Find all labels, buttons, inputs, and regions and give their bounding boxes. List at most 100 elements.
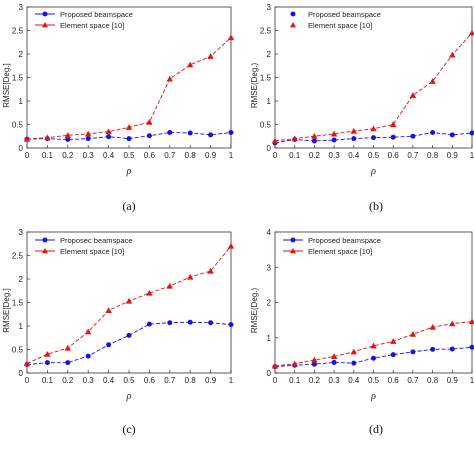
data-point [125, 124, 133, 130]
x-tick-label: 0 [273, 151, 278, 160]
y-tick-label: 3 [19, 3, 24, 12]
y-tick-label: 0 [19, 369, 24, 378]
x-tick-label: 1 [470, 151, 474, 160]
data-point [351, 136, 357, 142]
x-tick-label: 0.3 [329, 151, 341, 160]
data-point [311, 356, 318, 363]
data-point [311, 138, 317, 144]
y-axis-label: RMSE(Deg.) [250, 287, 259, 333]
x-tick-label: 0.1 [42, 376, 54, 385]
data-point [23, 360, 31, 367]
legend-label: Element space [10] [308, 21, 372, 30]
data-point [167, 320, 173, 326]
data-point [166, 282, 173, 289]
y-tick-label: 2.5 [12, 252, 24, 261]
y-axis-label: RMSE[Deg.] [2, 288, 11, 332]
data-point [227, 242, 235, 249]
data-point [449, 132, 455, 138]
y-tick-label: 2 [19, 275, 24, 284]
y-tick-label: 1 [267, 334, 272, 343]
x-tick-label: 0.5 [123, 376, 135, 385]
data-point [469, 130, 474, 136]
data-point [468, 29, 474, 36]
x-tick-label: 0.6 [388, 376, 400, 385]
data-point [44, 351, 51, 357]
legend-label: Proposed beamspace [60, 10, 133, 19]
y-tick-label: 0 [267, 369, 272, 378]
x-tick-label: 0 [25, 151, 30, 160]
x-tick-label: 0.6 [388, 151, 400, 160]
y-tick-label: 0 [19, 144, 24, 153]
series-line [274, 321, 473, 367]
y-tick-label: 2 [19, 50, 24, 59]
x-axis-label: ρ [126, 391, 132, 402]
data-point [85, 353, 91, 359]
data-point [126, 136, 132, 142]
data-point [166, 75, 173, 82]
legend: Proposed beamspace Element space [10] [283, 236, 381, 256]
data-point [208, 320, 214, 326]
data-point [410, 349, 416, 355]
y-tick-label: 2.5 [12, 27, 24, 36]
x-tick-label: 0.5 [368, 151, 380, 160]
legend-marker [290, 22, 296, 28]
x-tick-label: 0.2 [62, 376, 74, 385]
legend-marker [42, 237, 48, 243]
data-point [65, 360, 71, 366]
data-point [167, 129, 173, 135]
chart-panel: 0 0.1 0.2 0.3 0.4 0.5 0.6 0.7 0.8 0.9 1 0 0.5 1 1.5 2 2.… [250, 3, 474, 213]
series-element [271, 29, 474, 144]
legend-marker [290, 248, 296, 254]
y-tick-label: 1.5 [260, 74, 272, 83]
chart-panel: 0 0.1 0.2 0.3 0.4 0.5 0.6 0.7 0.8 0.9 1 0 0.5 1 1.5 2 2.… [2, 228, 235, 436]
data-point [390, 352, 396, 358]
series-line [274, 32, 473, 142]
x-axis-label: ρ [370, 391, 376, 402]
data-point [330, 353, 338, 359]
series-element [23, 34, 235, 142]
y-tick-label: 1 [19, 97, 24, 106]
y-tick-label: 0.5 [12, 346, 24, 355]
x-tick-label: 1 [229, 376, 234, 385]
series-proposed [24, 319, 234, 368]
x-tick-label: 0.6 [144, 376, 156, 385]
data-point [429, 78, 436, 84]
x-tick-label: 0.8 [185, 376, 197, 385]
y-tick-label: 1 [267, 97, 272, 106]
x-axis-label: ρ [126, 166, 132, 177]
y-tick-label: 0 [267, 144, 272, 153]
x-tick-label: 0.6 [144, 151, 156, 160]
x-tick-label: 0.3 [329, 376, 341, 385]
data-point [390, 134, 396, 140]
data-point [468, 318, 474, 325]
x-tick-label: 0.9 [205, 151, 217, 160]
data-point [449, 320, 456, 327]
x-tick-label: 0.2 [309, 376, 321, 385]
y-axis-label: RMSE[Deg.] [2, 63, 11, 107]
data-point [430, 129, 436, 135]
data-point [371, 355, 376, 361]
x-tick-label: 0.4 [103, 151, 115, 160]
x-tick-label: 0.7 [164, 151, 176, 160]
x-tick-label: 0.9 [447, 151, 459, 160]
data-point [228, 322, 234, 328]
data-point [351, 360, 357, 366]
legend-marker [42, 248, 48, 254]
data-point [187, 319, 193, 325]
data-point [410, 133, 416, 139]
y-tick-label: 2.5 [260, 27, 272, 36]
data-point [370, 342, 377, 349]
y-tick-label: 1.5 [12, 74, 24, 83]
series-line [26, 37, 232, 140]
data-point [409, 92, 417, 98]
legend-label: Element space [10] [60, 247, 124, 256]
x-tick-label: 0.2 [309, 151, 321, 160]
data-point [227, 34, 235, 41]
data-point [64, 132, 71, 138]
legend-marker [42, 11, 48, 17]
data-point [23, 135, 31, 142]
x-tick-label: 0.8 [185, 151, 197, 160]
panel-caption: (a) [122, 199, 135, 213]
x-tick-label: 0.7 [164, 376, 176, 385]
